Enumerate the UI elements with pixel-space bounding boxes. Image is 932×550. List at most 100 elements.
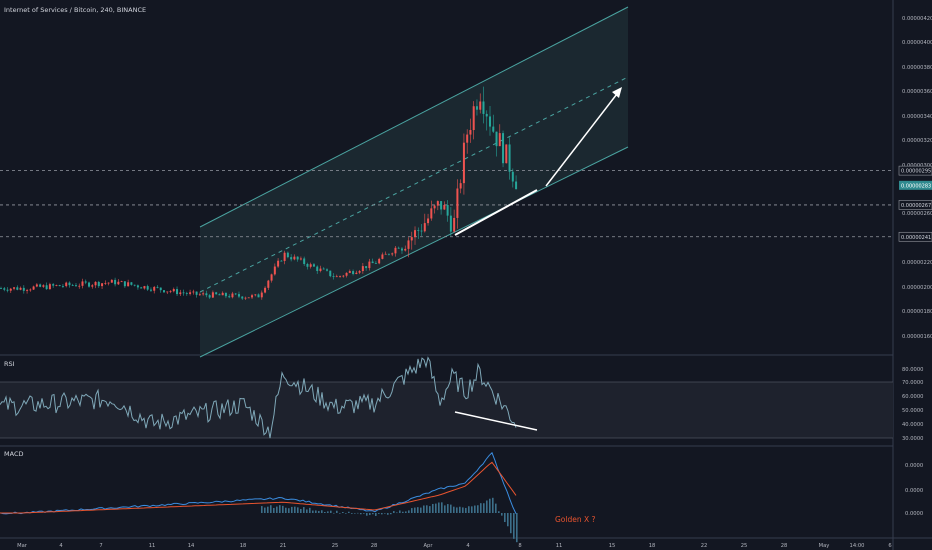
candle-body[interactable] — [97, 281, 100, 287]
price-badge[interactable] — [898, 165, 932, 176]
candle-body[interactable] — [127, 282, 130, 287]
candle-body[interactable] — [6, 289, 9, 291]
candle-body[interactable] — [156, 286, 159, 288]
candle-body[interactable] — [244, 297, 247, 299]
candle-body[interactable] — [221, 292, 224, 296]
candle-body[interactable] — [427, 218, 430, 224]
candle-body[interactable] — [257, 294, 260, 298]
candle-body[interactable] — [88, 282, 91, 287]
candle-body[interactable] — [397, 247, 400, 249]
candle-body[interactable] — [35, 284, 38, 287]
candle-body[interactable] — [224, 292, 227, 297]
candle-body[interactable] — [91, 285, 94, 287]
candle-body[interactable] — [329, 270, 332, 277]
candle-body[interactable] — [423, 223, 426, 232]
candle-body[interactable] — [414, 230, 417, 238]
candle-body[interactable] — [387, 253, 390, 255]
candle-body[interactable] — [417, 230, 420, 231]
candle-body[interactable] — [182, 292, 185, 294]
rsi-pane[interactable]: RSI — [0, 356, 893, 439]
candle-body[interactable] — [179, 292, 182, 295]
candle-body[interactable] — [176, 289, 179, 295]
candle-body[interactable] — [283, 252, 286, 261]
support-trendline[interactable] — [454, 189, 538, 236]
candle-body[interactable] — [277, 260, 280, 267]
candle-body[interactable] — [149, 289, 152, 291]
candle-body[interactable] — [511, 171, 514, 182]
candle-body[interactable] — [430, 208, 433, 219]
candle-body[interactable] — [195, 291, 198, 295]
candle-body[interactable] — [228, 296, 231, 298]
macd-pane[interactable]: MACD Golden X ? — [0, 450, 596, 543]
candle-body[interactable] — [322, 268, 325, 270]
candle-body[interactable] — [342, 275, 345, 277]
candle-body[interactable] — [159, 287, 162, 291]
candle-body[interactable] — [267, 280, 270, 288]
candle-body[interactable] — [319, 268, 322, 272]
candle-body[interactable] — [371, 261, 374, 264]
candle-body[interactable] — [71, 285, 74, 286]
candle-body[interactable] — [365, 266, 368, 269]
candle-body[interactable] — [84, 281, 87, 283]
candle-body[interactable] — [374, 263, 377, 264]
candle-body[interactable] — [107, 282, 110, 284]
candle-body[interactable] — [172, 289, 175, 292]
candle-body[interactable] — [254, 294, 257, 296]
candle-body[interactable] — [3, 288, 6, 290]
candle-body[interactable] — [293, 256, 296, 260]
candle-body[interactable] — [16, 287, 19, 290]
candle-body[interactable] — [215, 292, 218, 295]
price-badge[interactable] — [899, 180, 932, 190]
candle-body[interactable] — [462, 142, 465, 184]
candle-body[interactable] — [42, 285, 45, 287]
candle-body[interactable] — [270, 274, 273, 281]
candle-body[interactable] — [443, 204, 446, 210]
candle-body[interactable] — [140, 287, 143, 289]
candle-body[interactable] — [9, 288, 12, 291]
candle-body[interactable] — [273, 266, 276, 275]
candle-body[interactable] — [508, 144, 511, 172]
candle-body[interactable] — [110, 279, 113, 283]
candle-body[interactable] — [303, 258, 306, 264]
candle-body[interactable] — [185, 293, 188, 294]
candle-body[interactable] — [218, 294, 221, 296]
candle-body[interactable] — [505, 144, 508, 164]
candle-body[interactable] — [299, 258, 302, 260]
candle-body[interactable] — [482, 101, 485, 114]
candle-body[interactable] — [407, 240, 410, 249]
candle-body[interactable] — [495, 131, 498, 147]
candle-body[interactable] — [130, 282, 133, 285]
candle-body[interactable] — [286, 252, 289, 258]
candle-body[interactable] — [436, 201, 439, 206]
candle-body[interactable] — [55, 285, 58, 286]
candle-body[interactable] — [74, 285, 77, 287]
candle-body[interactable] — [189, 292, 192, 294]
candle-body[interactable] — [378, 258, 381, 264]
candle-body[interactable] — [29, 289, 32, 291]
candle-body[interactable] — [466, 134, 469, 143]
candle-body[interactable] — [211, 292, 214, 298]
candle-body[interactable] — [241, 296, 244, 299]
candle-body[interactable] — [192, 291, 195, 293]
channel-lower-line[interactable] — [199, 146, 629, 358]
candle-body[interactable] — [205, 293, 208, 296]
candle-body[interactable] — [234, 293, 237, 295]
candle-body[interactable] — [166, 291, 169, 293]
candle-body[interactable] — [355, 272, 358, 274]
candle-body[interactable] — [39, 284, 42, 287]
candle-body[interactable] — [453, 217, 456, 232]
candle-body[interactable] — [19, 287, 22, 290]
candle-body[interactable] — [153, 286, 156, 291]
candle-body[interactable] — [290, 257, 293, 260]
candle-body[interactable] — [345, 272, 348, 276]
candle-body[interactable] — [163, 290, 165, 293]
candle-body[interactable] — [81, 281, 84, 286]
candle-body[interactable] — [202, 293, 205, 295]
candle-body[interactable] — [58, 285, 61, 287]
candle-body[interactable] — [169, 291, 172, 293]
candle-body[interactable] — [479, 101, 482, 110]
candle-body[interactable] — [45, 285, 48, 290]
candle-body[interactable] — [61, 286, 64, 287]
candle-body[interactable] — [361, 266, 364, 272]
candle-body[interactable] — [26, 290, 29, 291]
